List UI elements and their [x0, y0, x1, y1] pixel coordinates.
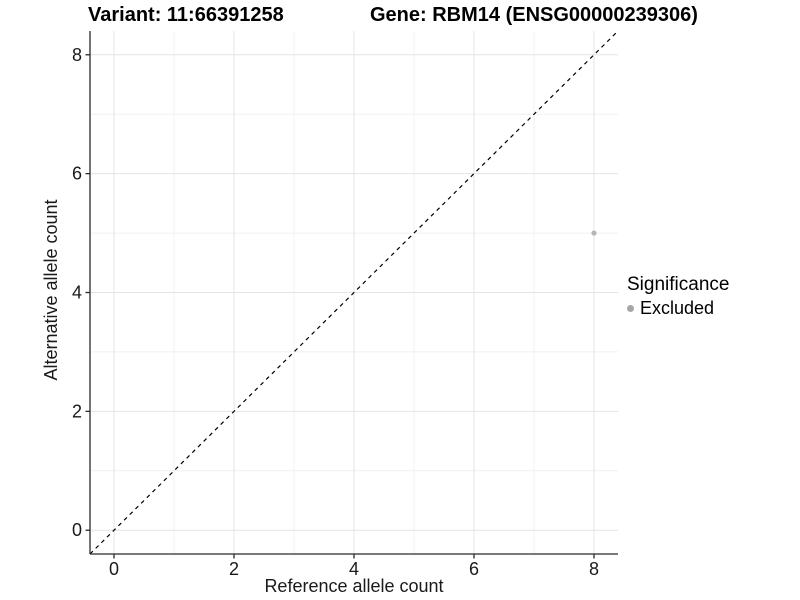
y-tick-label: 8: [72, 45, 82, 65]
y-tick-labels: 0 2 4 6 8: [72, 45, 82, 540]
legend-item-label: Excluded: [640, 298, 715, 318]
gene-title: Gene: RBM14 (ENSG00000239306): [370, 4, 698, 26]
x-tick-label: 4: [349, 559, 359, 579]
identity-reference-line-group: [89, 30, 619, 555]
x-tick-labels: 0 2 4 6 8: [109, 559, 599, 579]
x-tick-label: 6: [469, 559, 479, 579]
x-tick-label: 2: [229, 559, 239, 579]
y-tick-label: 4: [72, 283, 82, 303]
identity-line: [89, 30, 619, 555]
y-tick-label: 2: [72, 401, 82, 421]
legend-item: Excluded: [627, 298, 729, 318]
y-tick-label: 0: [72, 520, 82, 540]
x-tick-label: 0: [109, 559, 119, 579]
legend-key-dot-icon: [627, 304, 634, 312]
x-axis-title: Reference allele count: [264, 576, 443, 596]
y-tick-label: 6: [72, 164, 82, 184]
legend: Significance Excluded: [627, 274, 729, 318]
x-tick-label: 8: [589, 559, 599, 579]
data-points: [591, 230, 597, 236]
variant-title: Variant: 11:66391258: [88, 4, 284, 26]
y-axis-title: Alternative allele count: [41, 199, 61, 380]
data-point: [591, 230, 597, 236]
legend-items: Excluded: [627, 298, 729, 318]
legend-title: Significance: [627, 274, 730, 295]
tick-marks: [85, 54, 595, 559]
